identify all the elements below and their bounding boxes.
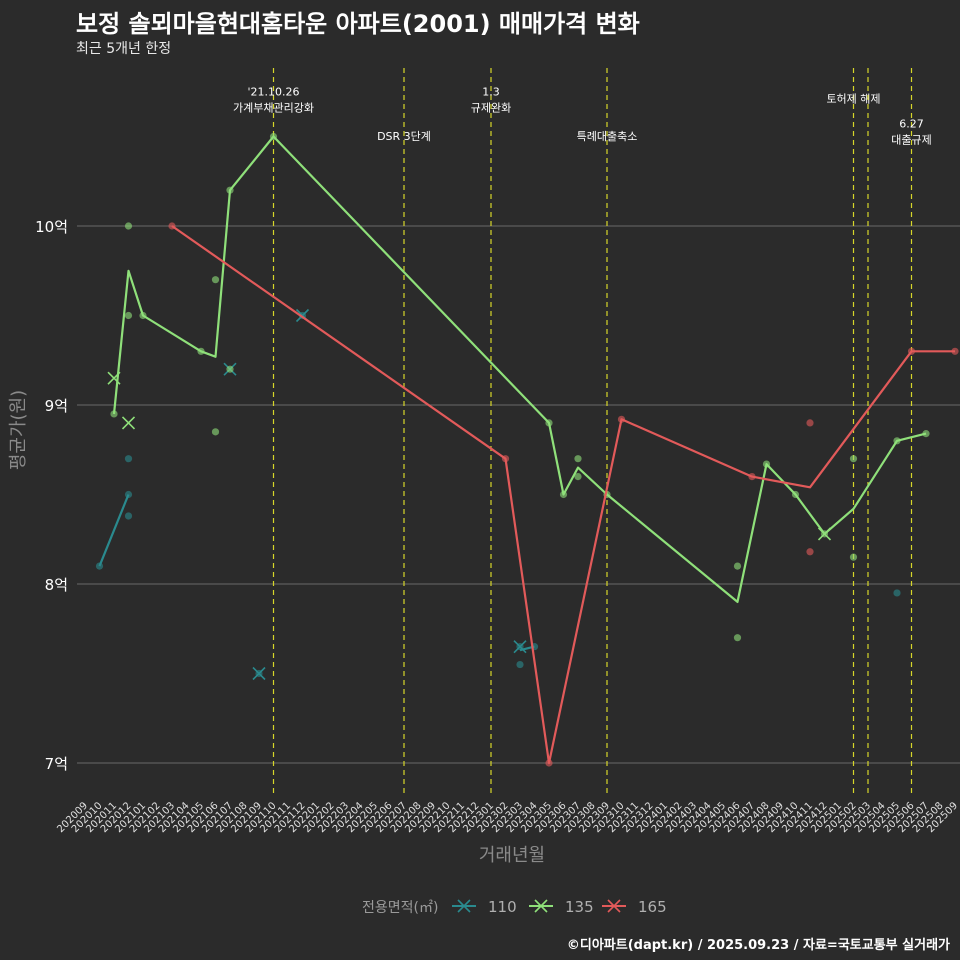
series-165-point <box>545 759 553 767</box>
series-135-point <box>211 428 220 436</box>
y-tick-label: 8억 <box>45 576 68 594</box>
event-label: 1.3 규제완화 <box>471 85 511 114</box>
series-165-point <box>951 347 959 355</box>
series-165-point <box>617 415 626 423</box>
series-135-point <box>124 222 133 230</box>
series-110-cross <box>513 640 527 654</box>
series-165-point <box>806 548 814 556</box>
series-110-point <box>124 490 133 499</box>
series-135-point <box>139 311 147 320</box>
series-135-point <box>226 365 234 373</box>
series-135-point <box>211 276 220 284</box>
series-135-point <box>733 634 742 642</box>
series-135-point <box>893 437 901 445</box>
series-135-point <box>559 490 568 499</box>
series-135-cross <box>817 527 832 541</box>
legend: 전용면적(㎡) 110 135 165 <box>362 898 667 916</box>
series-135-point <box>110 410 118 418</box>
series-135-point <box>762 460 771 468</box>
legend-label-135: 135 <box>565 898 594 916</box>
series-135-point <box>849 455 858 463</box>
series-135-cross <box>107 371 121 385</box>
series-135-cross <box>121 416 136 430</box>
series-110-point <box>124 512 133 520</box>
series-110-point <box>124 455 133 463</box>
legend-label-165: 165 <box>638 898 667 916</box>
legend-key-110-cross <box>457 899 471 913</box>
series-135-point <box>269 132 278 141</box>
x-axis-title: 거래년월 <box>479 845 545 866</box>
series-135-point <box>791 490 800 499</box>
series-165-point <box>907 347 916 355</box>
series-135-point <box>545 419 553 427</box>
series-135-point <box>197 347 205 355</box>
series-135-point <box>574 473 582 481</box>
series-110-point <box>516 660 524 669</box>
y-tick-label: 7억 <box>45 755 68 773</box>
series-135-point <box>733 562 742 570</box>
series-110-line <box>98 494 130 567</box>
event-label: 특례대출축소 <box>577 130 638 143</box>
legend-label-110: 110 <box>488 898 517 916</box>
y-axis-title: 평균가(원) <box>8 390 29 470</box>
event-label: 6.27 대출규제 <box>891 118 931 147</box>
source-caption: ©디아파트(dapt.kr) / 2025.09.23 / 자료=국토교통부 실… <box>566 938 950 953</box>
chart-subtitle: 최근 5개년 한정 <box>76 41 172 57</box>
y-tick-label: 10억 <box>35 218 68 236</box>
series-135-point <box>574 455 582 463</box>
series-165-point <box>806 419 814 427</box>
event-label: '21.10.26 가계부채관리강화 <box>233 85 314 114</box>
series-110-cross <box>252 666 266 681</box>
series-135-line <box>112 135 927 603</box>
series-165-point <box>748 473 756 481</box>
series-110-point <box>95 562 104 570</box>
event-label: DSR 3단계 <box>377 130 431 143</box>
series-135-point <box>226 186 234 194</box>
series-110-point <box>893 589 901 597</box>
series-135-point <box>849 553 858 561</box>
series-165-line <box>171 225 955 765</box>
chart-title: 보정 솔뫼마을현대홈타운 아파트(2001) 매매가격 변화 <box>76 10 640 38</box>
series-165-point <box>501 455 510 463</box>
legend-key-135-cross <box>534 899 548 913</box>
series-135-point <box>124 311 133 320</box>
legend-key-165-cross <box>607 899 621 913</box>
event-label: 토허제 해제 <box>826 91 880 105</box>
series-165-point <box>168 222 176 230</box>
legend-title: 전용면적(㎡) <box>362 900 438 916</box>
y-tick-label: 9억 <box>45 397 68 415</box>
series-135-point <box>922 430 930 438</box>
